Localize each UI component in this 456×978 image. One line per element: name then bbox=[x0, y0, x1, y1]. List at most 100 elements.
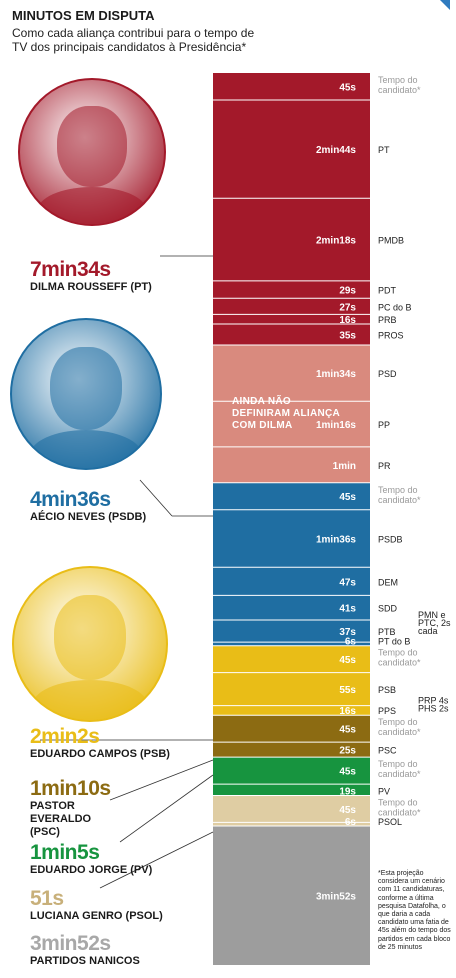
party-label: PSB bbox=[378, 685, 396, 695]
bar-segment bbox=[213, 99, 370, 199]
bar-value-label: 45s bbox=[339, 725, 356, 736]
candidate-name: PASTOR EVERALDO (PSC) bbox=[30, 800, 92, 838]
bar-segment bbox=[213, 446, 370, 483]
leader-line bbox=[99, 831, 214, 889]
party-label: PT bbox=[378, 145, 390, 155]
bar-segment bbox=[213, 314, 370, 325]
candidate-label-dilma: 7min34s DILMA ROUSSEFF (PT) bbox=[30, 259, 152, 294]
bar-value-label: 1min34s bbox=[316, 369, 356, 380]
side-note-label: PRP 4s bbox=[418, 696, 449, 706]
side-note-label: PTC, 2s bbox=[418, 618, 451, 628]
party-label: DEM bbox=[378, 577, 398, 587]
party-label: PSOL bbox=[378, 817, 402, 827]
candidate-name: AÉCIO NEVES (PSDB) bbox=[30, 511, 147, 523]
bar-value-label: 6s bbox=[345, 637, 357, 648]
bar-value-label: 2min18s bbox=[316, 236, 356, 247]
candidate-name: LUCIANA GENRO (PSOL) bbox=[30, 910, 163, 922]
party-label: PT do B bbox=[378, 637, 410, 647]
candidate-time-label: Tempo do bbox=[378, 648, 418, 658]
leader-line bbox=[139, 479, 173, 517]
candidate-time: 2min2s bbox=[30, 725, 100, 748]
bar-value-label: 16s bbox=[339, 315, 356, 326]
candidate-time: 51s bbox=[30, 887, 64, 910]
bar-value-label: 45s bbox=[339, 82, 356, 93]
side-note-label: PHS 2s bbox=[418, 704, 449, 714]
bar-value-label: 35s bbox=[339, 330, 356, 341]
party-label: PPS bbox=[378, 706, 396, 716]
shoulders-shape bbox=[29, 429, 143, 468]
bar-value-label: 19s bbox=[339, 786, 356, 797]
bar-segment bbox=[213, 705, 370, 716]
chart-subtitle: Como cada aliança contribui para o tempo… bbox=[12, 26, 255, 54]
footnote: *Esta projeção considera um cenário com … bbox=[378, 870, 451, 951]
party-label: PRB bbox=[378, 315, 397, 325]
bar-value-label: 45s bbox=[339, 655, 356, 666]
candidate-label-aecio: 4min36s AÉCIO NEVES (PSDB) bbox=[30, 489, 146, 524]
party-label: PSDB bbox=[378, 534, 403, 544]
candidate-time: 1min10s bbox=[30, 777, 111, 800]
face-shape bbox=[57, 105, 127, 187]
shoulders-shape bbox=[32, 680, 148, 720]
candidate-name: PARTIDOS NANICOS bbox=[30, 955, 140, 967]
bar-segment bbox=[213, 73, 370, 100]
chart-title: MINUTOS EM DISPUTA bbox=[12, 8, 155, 23]
candidate-name: EDUARDO JORGE (PV) bbox=[30, 864, 153, 876]
bar-value-label: 37s bbox=[339, 627, 356, 638]
party-label: PROS bbox=[378, 330, 404, 340]
bar-segment bbox=[213, 619, 370, 643]
face-shape bbox=[53, 595, 127, 681]
bar-value-label: 45s bbox=[339, 492, 356, 503]
bar-value-label: 45s bbox=[339, 805, 356, 816]
undefined-alliance-note: AINDA NÃO DEFINIRAM ALIANÇA COM DILMA bbox=[232, 396, 340, 431]
bar-value-label: 55s bbox=[339, 685, 356, 696]
candidate-label-campos: 2min2s EDUARDO CAMPOS (PSB) bbox=[30, 726, 170, 761]
candidate-label-genro: 51s LUCIANA GENRO (PSOL) bbox=[30, 888, 163, 923]
bar-segment bbox=[213, 298, 370, 315]
portrait-dilma-photo bbox=[18, 78, 166, 226]
candidate-label-nanicos: 3min52s PARTIDOS NANICOS bbox=[30, 933, 140, 968]
party-label: PMDB bbox=[378, 236, 404, 246]
candidate-time-label: candidato* bbox=[378, 85, 421, 95]
party-label: PSC bbox=[378, 746, 397, 756]
bar-value-label: 6s bbox=[345, 817, 357, 828]
candidate-time: 3min52s bbox=[30, 932, 111, 955]
bar-segment bbox=[213, 595, 370, 620]
candidate-time-label: Tempo do bbox=[378, 797, 418, 807]
party-label: PV bbox=[378, 786, 390, 796]
bar-value-label: 1min36s bbox=[316, 534, 356, 545]
bar-segment bbox=[213, 344, 370, 402]
bar-segment bbox=[213, 280, 370, 299]
candidate-time-label: candidato* bbox=[378, 495, 421, 505]
bar-segment bbox=[213, 401, 370, 447]
candidate-time-label: candidato* bbox=[378, 727, 421, 737]
bar-segment bbox=[213, 757, 370, 785]
bar-value-label: 1min16s bbox=[316, 420, 356, 431]
bar-segment bbox=[213, 784, 370, 796]
party-label: PC do B bbox=[378, 302, 412, 312]
bar-value-label: 27s bbox=[339, 302, 356, 313]
bar-segment bbox=[213, 826, 370, 965]
face-shape bbox=[50, 346, 122, 430]
portrait-aecio-photo bbox=[10, 318, 162, 470]
side-note-label: PMN e bbox=[418, 610, 446, 620]
candidate-name: DILMA ROUSSEFF (PT) bbox=[30, 281, 152, 293]
bar-segment bbox=[213, 715, 370, 743]
bar-value-label: 3min52s bbox=[316, 892, 356, 903]
bar-segment bbox=[213, 795, 370, 823]
leader-line bbox=[119, 774, 214, 843]
bar-segment bbox=[213, 567, 370, 596]
bar-value-label: 25s bbox=[339, 746, 356, 757]
party-label: SDD bbox=[378, 604, 398, 614]
bar-segment bbox=[213, 482, 370, 510]
candidate-label-everaldo: 1min10s PASTOR EVERALDO (PSC) bbox=[30, 778, 150, 839]
candidate-time-label: Tempo do bbox=[378, 759, 418, 769]
corner-mark bbox=[440, 0, 450, 10]
bar-value-label: 41s bbox=[339, 604, 356, 615]
party-label: PDT bbox=[378, 286, 397, 296]
bar-segment bbox=[213, 742, 370, 758]
candidate-name: EDUARDO CAMPOS (PSB) bbox=[30, 748, 170, 760]
candidate-time: 1min5s bbox=[30, 841, 100, 864]
bar-value-label: 47s bbox=[339, 577, 356, 588]
bar-segment bbox=[213, 509, 370, 568]
side-note-label: cada bbox=[418, 626, 438, 636]
